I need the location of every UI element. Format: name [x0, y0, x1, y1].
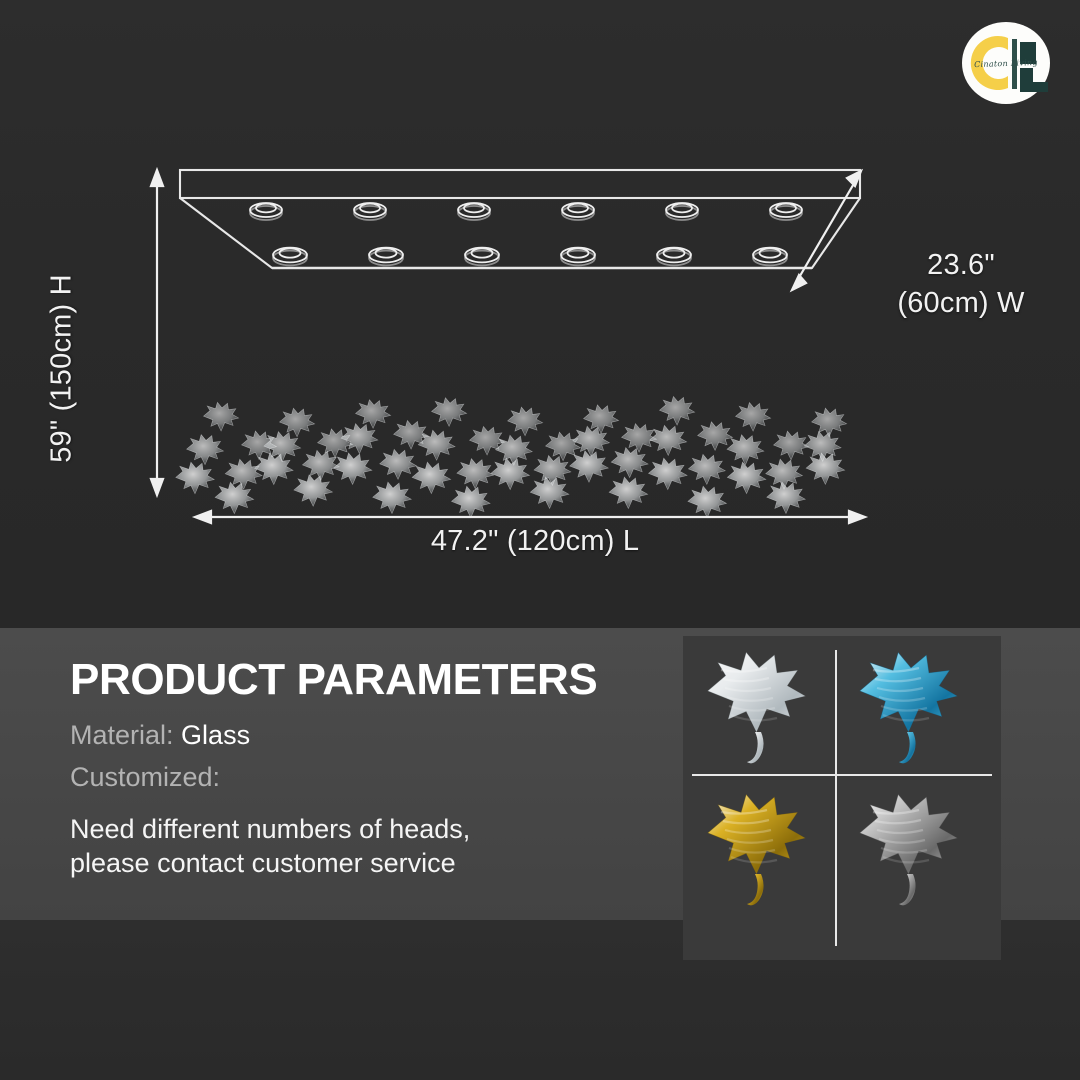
swatch-glass-leaf-blue[interactable]: [839, 636, 987, 772]
swatch-glass-leaf-amber[interactable]: [687, 778, 835, 914]
dimension-length-label: 47.2" (120cm) L: [430, 525, 640, 557]
dimension-width-inches: 23.6": [927, 249, 995, 281]
swatch-glass-leaf-smoke[interactable]: [839, 778, 987, 914]
customized-note: Need different numbers of heads, please …: [70, 812, 470, 881]
diagram-panel: 59" (150cm) H 23.6" (60cm) W 47.2" (120c…: [0, 0, 1080, 628]
logo-letters-icon: [970, 36, 1048, 92]
swatch-horizontal-divider: [692, 774, 992, 776]
color-swatch-grid: [683, 636, 1001, 960]
customized-note-line1: Need different numbers of heads,: [70, 814, 471, 844]
dimension-width-label: 23.6" (60cm) W: [866, 246, 1056, 323]
customized-label: Customized:: [70, 762, 221, 792]
material-label: Material:: [70, 720, 174, 750]
parameter-row-customized: Customized:: [70, 762, 220, 793]
parameter-row-material: Material: Glass: [70, 720, 250, 751]
brand-logo-icon: Cinaton Living: [962, 22, 1050, 104]
chandelier-diagram-icon: [149, 166, 869, 525]
dimension-height-label: 59" (150cm) H: [45, 274, 78, 463]
customized-note-line2: please contact customer service: [70, 848, 456, 879]
swatch-glass-leaf-clear[interactable]: [687, 636, 835, 772]
material-value: Glass: [181, 720, 251, 750]
page-title: PRODUCT PARAMETERS: [70, 655, 598, 704]
swatch-vertical-divider: [835, 650, 837, 946]
dimension-width-cm: (60cm) W: [897, 287, 1025, 320]
